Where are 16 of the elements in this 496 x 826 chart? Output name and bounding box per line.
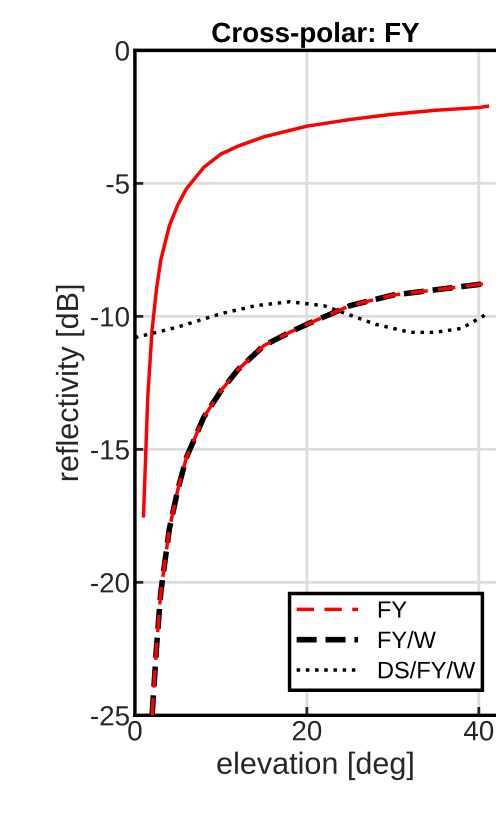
chart-title: Cross-polar: FY (212, 22, 420, 48)
y-tick-label: -10 (91, 307, 129, 327)
legend-label: DS/FY/W (378, 661, 476, 678)
y-tick-label: -20 (91, 573, 129, 593)
y-axis-title: reflectivity [dB] (56, 286, 84, 480)
x-tick-label: 40 (464, 720, 494, 741)
y-tick-label: -15 (91, 440, 129, 460)
legend-label: FY/W (378, 630, 436, 648)
y-tick-label: -25 (91, 706, 129, 726)
legend-label: FY (378, 601, 407, 618)
y-tick-label: 0 (116, 41, 129, 61)
x-axis-title: elevation [deg] (217, 752, 413, 780)
x-tick-label: 0 (128, 720, 142, 741)
y-tick-label: -5 (106, 174, 129, 194)
x-tick-label: 20 (292, 720, 322, 741)
line-series (142, 104, 490, 518)
